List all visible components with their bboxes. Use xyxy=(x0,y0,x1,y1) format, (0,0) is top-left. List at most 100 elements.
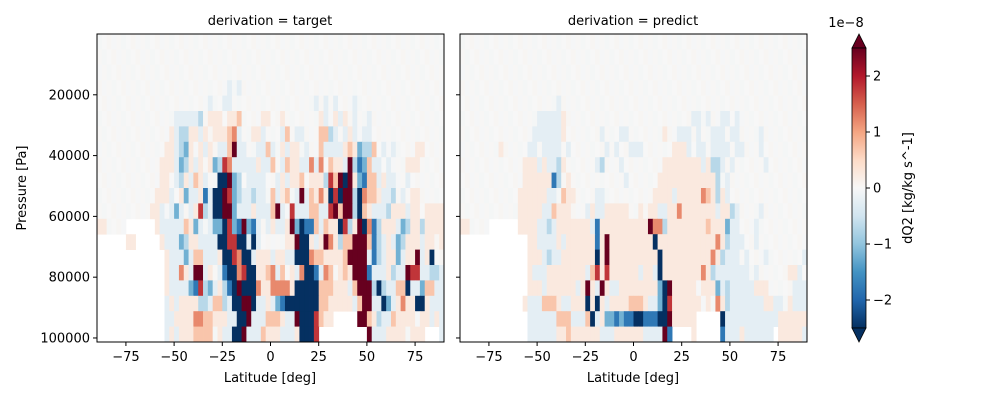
heatmap-cell xyxy=(323,295,329,312)
heatmap-cell xyxy=(705,95,712,112)
heatmap-cell xyxy=(371,34,377,50)
heatmap-cell xyxy=(116,95,122,112)
heatmap-cell xyxy=(570,126,577,143)
heatmap-cell xyxy=(328,295,334,312)
heatmap-cell xyxy=(304,218,310,235)
heatmap-cell xyxy=(633,295,639,312)
heatmap-cell xyxy=(236,188,242,204)
heatmap-cell xyxy=(710,49,716,66)
heatmap-cell xyxy=(797,141,803,158)
heatmap-cell xyxy=(207,280,214,297)
heatmap-cell xyxy=(527,280,533,297)
heatmap-cell xyxy=(537,326,543,343)
heatmap-cell xyxy=(700,95,707,112)
heatmap-cell xyxy=(638,157,644,173)
heatmap-cell xyxy=(609,188,615,204)
heatmap-cell xyxy=(681,80,687,96)
heatmap-cell xyxy=(696,295,702,312)
heatmap-cell xyxy=(594,234,601,250)
heatmap-cell xyxy=(638,188,644,204)
heatmap-cell xyxy=(193,157,199,173)
heatmap-cell xyxy=(638,111,644,127)
heatmap-cell xyxy=(333,141,339,158)
heatmap-cell xyxy=(566,295,572,312)
heatmap-cell xyxy=(546,34,552,50)
heatmap-cell xyxy=(566,111,572,127)
heatmap-cell xyxy=(309,249,315,266)
heatmap-cell xyxy=(294,126,300,143)
x-axis-label: Latitude [deg] xyxy=(224,371,316,386)
heatmap-cell xyxy=(313,311,320,327)
heatmap-cell xyxy=(782,64,789,81)
heatmap-cell xyxy=(429,64,435,81)
heatmap-cell xyxy=(546,234,552,250)
heatmap-cell xyxy=(667,49,673,66)
colorbar-tick-label: −2 xyxy=(873,294,892,309)
heatmap-cell xyxy=(154,34,161,50)
heatmap-cell xyxy=(415,95,421,112)
heatmap-cell xyxy=(773,234,779,250)
heatmap-cell xyxy=(188,326,194,343)
heatmap-cell xyxy=(768,188,774,204)
heatmap-cell xyxy=(662,249,668,266)
heatmap-cell xyxy=(265,172,271,189)
heatmap-cell xyxy=(323,280,329,297)
heatmap-cell xyxy=(647,49,654,66)
heatmap-cell xyxy=(410,172,416,189)
heatmap-cell xyxy=(556,34,562,50)
heatmap-cell xyxy=(386,295,392,312)
heatmap-cell xyxy=(183,157,189,173)
heatmap-cell xyxy=(643,249,649,266)
heatmap-cell xyxy=(140,203,146,220)
heatmap-cell xyxy=(633,34,639,50)
heatmap-cell xyxy=(289,95,295,112)
heatmap-cell xyxy=(429,49,435,66)
heatmap-cell xyxy=(183,249,189,266)
heatmap-cell xyxy=(130,126,136,143)
heatmap-cell xyxy=(241,265,247,281)
heatmap-cell xyxy=(207,34,214,50)
heatmap-cell xyxy=(183,203,189,220)
heatmap-cell xyxy=(352,157,358,173)
x-tick-label: 75 xyxy=(407,350,424,365)
heatmap-cell xyxy=(231,141,238,158)
heatmap-cell xyxy=(623,295,630,312)
heatmap-cell xyxy=(294,141,300,158)
heatmap-cell xyxy=(222,80,228,96)
heatmap-cell xyxy=(424,311,430,327)
heatmap-cell xyxy=(773,218,779,235)
heatmap-cell xyxy=(106,203,112,220)
heatmap-cell xyxy=(797,218,803,235)
heatmap-cell xyxy=(590,126,596,143)
heatmap-cell xyxy=(390,234,397,250)
heatmap-cell xyxy=(527,203,533,220)
heatmap-cell xyxy=(734,111,740,127)
heatmap-cell xyxy=(347,218,353,235)
heatmap-cell xyxy=(145,157,151,173)
heatmap-cell xyxy=(575,34,581,50)
heatmap-cell xyxy=(672,95,678,112)
heatmap-cell xyxy=(121,203,127,220)
heatmap-cell xyxy=(174,126,180,143)
heatmap-cell xyxy=(251,265,257,281)
heatmap-cell xyxy=(337,111,344,127)
heatmap-cell xyxy=(599,172,605,189)
heatmap-cell xyxy=(493,80,499,96)
heatmap-cell xyxy=(585,95,591,112)
heatmap-cell xyxy=(628,203,634,220)
heatmap-cell xyxy=(280,172,286,189)
heatmap-cell xyxy=(566,249,572,266)
heatmap-cell xyxy=(498,157,504,173)
heatmap-cell xyxy=(405,64,411,81)
heatmap-cell xyxy=(419,95,426,112)
heatmap-cell xyxy=(376,157,382,173)
heatmap-cell xyxy=(424,34,430,50)
heatmap-cell xyxy=(439,326,445,343)
heatmap-cell xyxy=(150,34,156,50)
heatmap-cell xyxy=(599,157,605,173)
heatmap-cell xyxy=(299,249,305,266)
heatmap-cell xyxy=(768,172,774,189)
heatmap-cell xyxy=(566,141,572,158)
heatmap-cell xyxy=(140,188,146,204)
heatmap-cell xyxy=(270,234,276,250)
